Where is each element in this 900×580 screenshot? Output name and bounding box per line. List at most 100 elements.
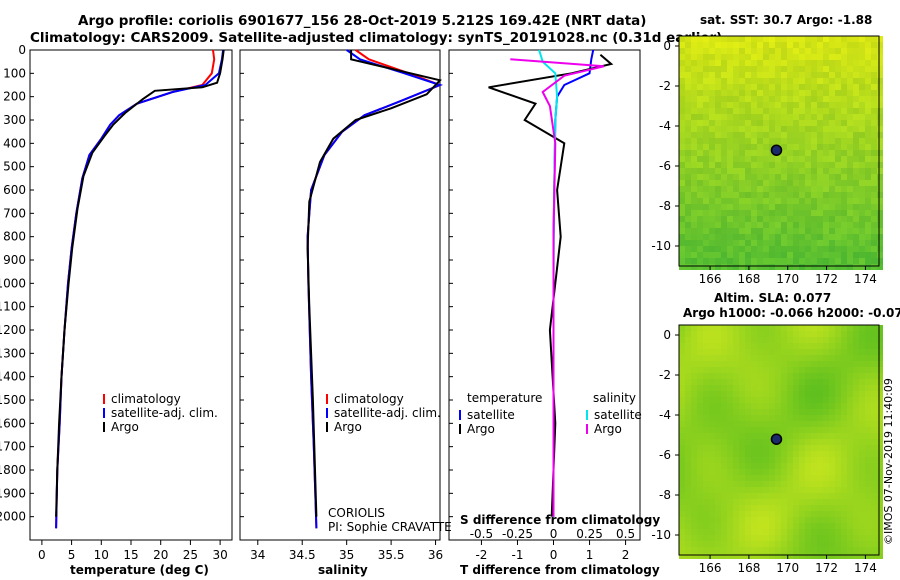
y-tick-label: 1900 [0, 486, 26, 500]
y-tick-label: 0 [18, 43, 26, 57]
x-tick-label-salinity-profile: 36 [428, 548, 443, 562]
x-tick-label-salinity-profile: 35.5 [378, 548, 405, 562]
y-tick-label: 400 [3, 136, 26, 150]
y-tick-label: 1300 [0, 346, 26, 360]
series-line-salinity-profile [306, 49, 443, 529]
series-line-difference-profile [488, 53, 614, 517]
y-tick-label: 1000 [0, 276, 26, 290]
salinity-xlabel: salinity [318, 563, 368, 577]
map-x-tick-label: 172 [815, 272, 838, 286]
series-line-difference-profile [552, 49, 595, 517]
y-tick-label: 200 [3, 90, 26, 104]
legend-label: Argo [334, 420, 362, 434]
temperature-xlabel: temperature (deg C) [70, 563, 209, 577]
pi-label: PI: Sophie CRAVATTE [328, 520, 452, 534]
series-line-salinity-profile [306, 49, 443, 529]
map-y-tick-label: -6 [659, 448, 671, 462]
x-tick-label-temperature-profile: 20 [153, 548, 168, 562]
legend-label: climatology [334, 392, 404, 406]
y-tick-label: 1400 [0, 370, 26, 384]
map-x-tick-label: 166 [699, 561, 722, 575]
map-x-tick-label: 170 [776, 272, 799, 286]
x-tick-label-temperature-profile: 5 [68, 548, 76, 562]
plot-frame-salinity-profile [239, 49, 441, 541]
legend-label: Argo [594, 422, 622, 436]
legend-label: Argo [467, 422, 495, 436]
sst-map-frame [678, 35, 880, 267]
top-tick-label: 0 [550, 527, 558, 541]
imos-credit: ©IMOS 07-Nov-2019 11:40:09 [882, 378, 895, 545]
top-tick-label: -0.5 [470, 527, 493, 541]
sla-map-frame [678, 324, 880, 556]
y-tick-label: 1500 [0, 393, 26, 407]
x-tick-label-salinity-profile: 35 [339, 548, 354, 562]
map-y-tick-label: 0 [663, 328, 671, 342]
sla-map-title: Altim. SLA: 0.077 [714, 291, 832, 305]
legend-label: satellite [467, 408, 515, 422]
y-tick-label: 800 [3, 230, 26, 244]
sst-map-field [679, 36, 883, 270]
x-tick-label-difference-profile: 0 [550, 548, 558, 562]
x-tick-label-difference-profile: 2 [622, 548, 630, 562]
map-y-tick-label: -2 [659, 79, 671, 93]
y-tick-label: 100 [3, 66, 26, 80]
float-position-marker [770, 433, 783, 445]
y-tick-label: 900 [3, 253, 26, 267]
legend-label: satellite [594, 408, 642, 422]
map-y-tick-label: -8 [659, 199, 671, 213]
y-tick-label: 500 [3, 160, 26, 174]
diff-xlabel-top: S difference from climatology [460, 513, 661, 527]
x-tick-label-difference-profile: 1 [586, 548, 594, 562]
legend-label: Argo [111, 420, 139, 434]
x-tick-label-temperature-profile: 0 [38, 548, 46, 562]
series-line-temperature-profile [55, 49, 225, 529]
float-position-marker [770, 144, 783, 156]
legend-title-salinity: salinity [593, 391, 636, 405]
x-tick-label-difference-profile: -1 [511, 548, 523, 562]
map-x-tick-label: 168 [737, 561, 760, 575]
y-tick-label: 1200 [0, 323, 26, 337]
title-line-1: Argo profile: coriolis 6901677_156 28-Oc… [78, 13, 647, 29]
legend-label: satellite-adj. clim. [334, 406, 441, 420]
title-line-2: Climatology: CARS2009. Satellite-adjuste… [30, 30, 723, 46]
map-x-tick-label: 174 [854, 561, 877, 575]
plot-frame-difference-profile [448, 49, 641, 541]
y-tick-label: 1700 [0, 440, 26, 454]
plot-frame-temperature-profile [29, 49, 233, 541]
map-y-tick-label: 0 [663, 39, 671, 53]
map-x-tick-label: 166 [699, 272, 722, 286]
x-tick-label-temperature-profile: 30 [212, 548, 227, 562]
map-y-tick-label: -4 [659, 119, 671, 133]
y-tick-label: 1600 [0, 416, 26, 430]
diff-xlabel: T difference from climatology [460, 563, 660, 577]
map-y-tick-label: -10 [651, 239, 671, 253]
map-x-tick-label: 172 [815, 561, 838, 575]
map-y-tick-label: -6 [659, 159, 671, 173]
top-tick-label: 0.25 [576, 527, 603, 541]
series-line-temperature-profile [55, 49, 216, 529]
y-tick-label: 300 [3, 113, 26, 127]
y-tick-label: 1100 [0, 300, 26, 314]
map-x-tick-label: 168 [737, 272, 760, 286]
map-y-tick-label: -4 [659, 408, 671, 422]
y-tick-label: 2000 [0, 510, 26, 524]
sla-map-subtitle: Argo h1000: -0.066 h2000: -0.07 [683, 306, 900, 320]
y-tick-label: 1800 [0, 463, 26, 477]
map-y-tick-label: -8 [659, 488, 671, 502]
x-tick-label-temperature-profile: 10 [94, 548, 109, 562]
x-tick-label-temperature-profile: 15 [123, 548, 138, 562]
x-tick-label-difference-profile: -2 [475, 548, 487, 562]
y-tick-label: 600 [3, 183, 26, 197]
series-line-temperature-profile [55, 49, 225, 517]
x-tick-label-salinity-profile: 34 [250, 548, 265, 562]
sst-map-title: sat. SST: 30.7 Argo: -1.88 [700, 13, 873, 27]
top-tick-label: 0.5 [616, 527, 635, 541]
series-line-salinity-profile [306, 50, 442, 517]
legend-title-temperature: temperature [467, 391, 542, 405]
x-tick-label-salinity-profile: 34.5 [289, 548, 316, 562]
sla-map-field [679, 325, 883, 559]
x-tick-label-temperature-profile: 25 [183, 548, 198, 562]
series-line-difference-profile [510, 58, 605, 517]
top-tick-label: -0.25 [502, 527, 533, 541]
